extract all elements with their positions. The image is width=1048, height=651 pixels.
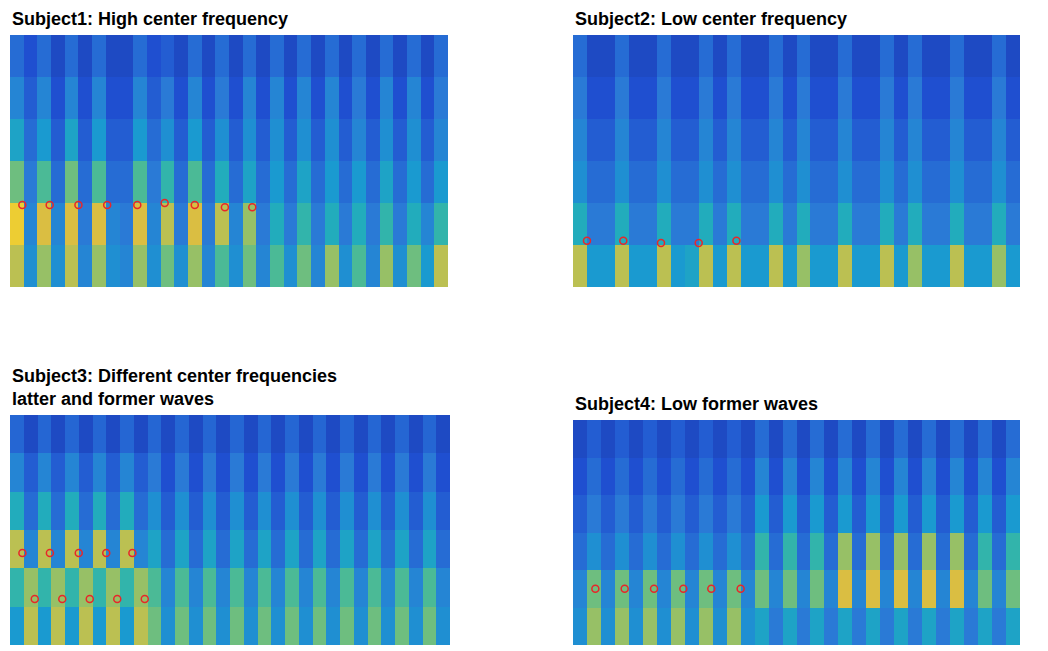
svg-text:Subject4: Low former waves: Subject4: Low former waves	[575, 394, 818, 414]
svg-text:Subject1: High center frequenc: Subject1: High center frequency	[12, 9, 288, 29]
svg-text:Subject2: Low center frequency: Subject2: Low center frequency	[575, 9, 847, 29]
svg-text:Subject3: Different center fre: Subject3: Different center frequenciesla…	[12, 366, 337, 409]
